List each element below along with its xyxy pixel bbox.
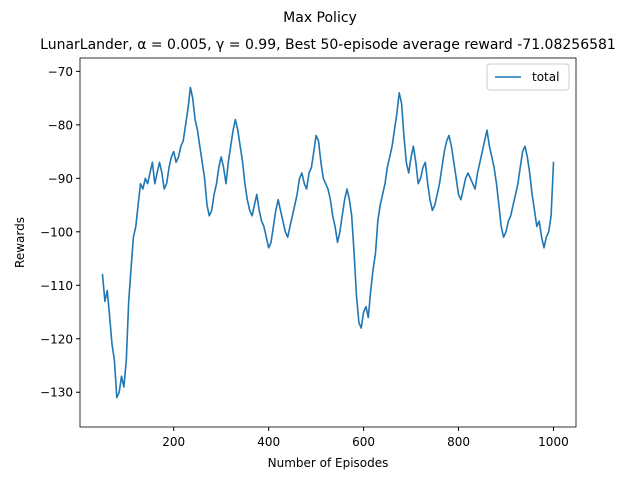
y-tick-label: −90: [48, 172, 73, 186]
legend-box: [486, 63, 570, 91]
x-axis-label: Number of Episodes: [268, 456, 389, 470]
chart-title: LunarLander, α = 0.005, γ = 0.99, Best 5…: [40, 37, 616, 53]
y-tick-label: −70: [48, 65, 73, 79]
legend-label-total: total: [532, 70, 559, 84]
figure-suptitle: Max Policy: [283, 10, 357, 26]
y-tick-label: −100: [40, 225, 73, 239]
y-tick-label: −110: [40, 279, 73, 293]
x-tick-label: 600: [352, 435, 375, 449]
y-axis: −130 −120 −110 −100 −90 −80 −70: [40, 65, 80, 400]
x-tick-label: 200: [162, 435, 185, 449]
plot-background: [80, 58, 576, 427]
y-tick-label: −130: [40, 386, 73, 400]
x-tick-label: 800: [447, 435, 470, 449]
x-tick-label: 400: [257, 435, 280, 449]
y-tick-label: −120: [40, 332, 73, 346]
series-line-total: [101, 86, 555, 399]
plot-area: [79, 57, 577, 428]
legend: total: [486, 63, 570, 91]
y-tick-label: −80: [48, 118, 73, 132]
x-tick-label: 1000: [538, 435, 569, 449]
x-axis: 200 400 600 800 1000: [162, 427, 569, 449]
plot-frame: [79, 57, 577, 428]
y-axis-label: Rewards: [13, 217, 27, 268]
